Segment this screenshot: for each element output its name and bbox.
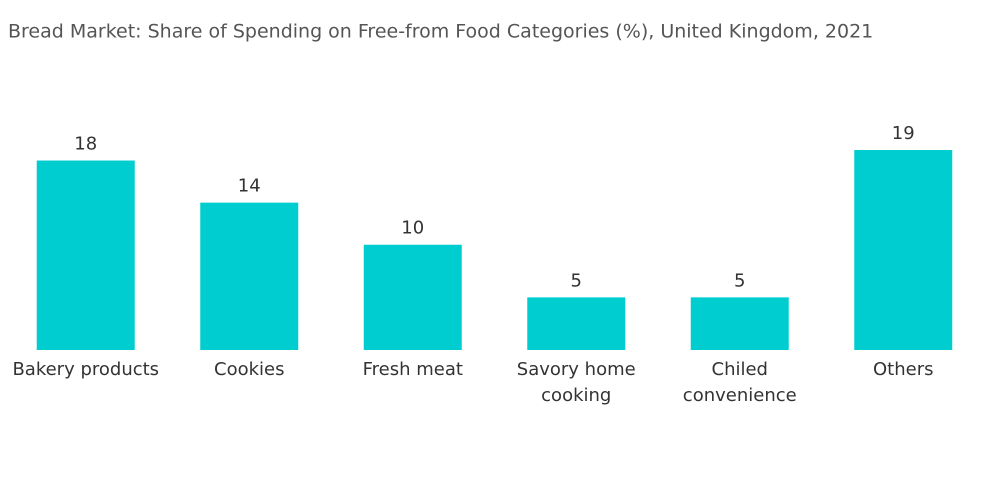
bar bbox=[200, 202, 299, 350]
x-tick-label: Bakery products bbox=[12, 359, 160, 380]
bar bbox=[854, 150, 953, 350]
x-tick-label: Others bbox=[873, 359, 934, 380]
value-label: 5 bbox=[734, 270, 745, 291]
value-label: 18 bbox=[74, 134, 97, 155]
value-label: 10 bbox=[401, 218, 424, 239]
x-tick-label: Cookies bbox=[214, 359, 285, 380]
value-label: 5 bbox=[571, 270, 582, 291]
bar bbox=[690, 297, 789, 350]
x-tick-label: Chiled convenience bbox=[682, 359, 797, 406]
value-label: 19 bbox=[892, 123, 915, 144]
x-tick-label: Savory home cooking bbox=[516, 359, 636, 406]
bar bbox=[363, 244, 462, 350]
value-label: 14 bbox=[238, 176, 261, 197]
x-tick-label: Fresh meat bbox=[362, 359, 463, 380]
bar bbox=[527, 297, 626, 350]
chart-title: Bread Market: Share of Spending on Free-… bbox=[8, 21, 873, 43]
bar bbox=[36, 160, 135, 350]
